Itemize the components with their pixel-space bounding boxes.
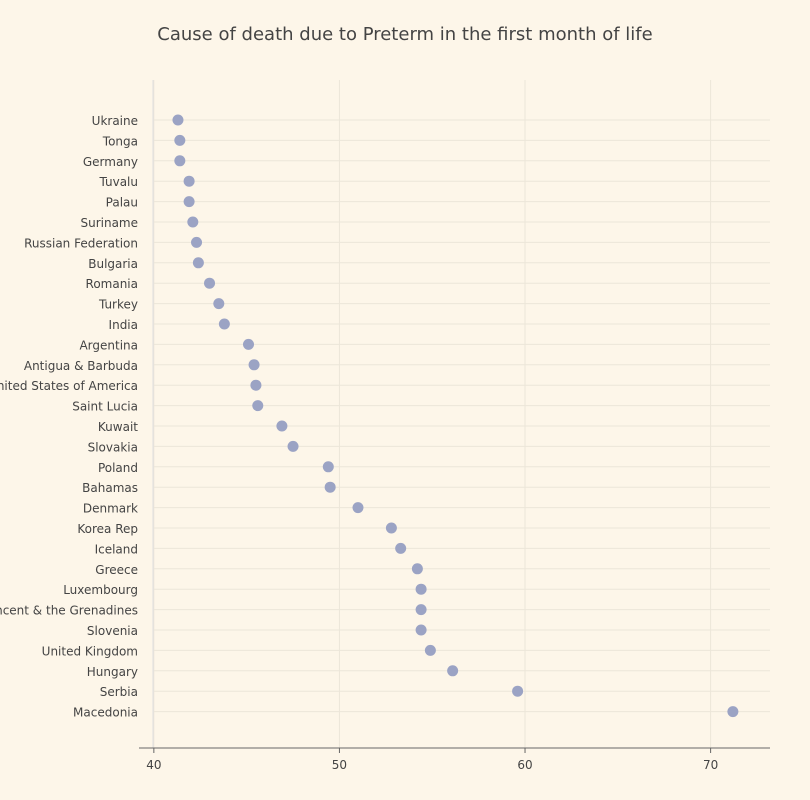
x-tick-label: 40 <box>146 758 161 772</box>
data-point <box>192 257 204 269</box>
data-point <box>174 155 186 167</box>
data-point <box>352 502 364 514</box>
data-point <box>322 461 334 473</box>
y-tick-label: Serbia <box>100 685 138 699</box>
data-point <box>172 114 184 126</box>
y-tick-label: Argentina <box>79 338 138 352</box>
y-tick-label: Kuwait <box>98 420 138 434</box>
x-tick-labels: 40 50 60 70 <box>146 748 718 772</box>
y-tick-label: Bahamas <box>82 481 138 495</box>
data-point <box>287 440 299 452</box>
data-point <box>174 134 186 146</box>
y-tick-labels: Ukraine Tonga Germany Tuvalu Palau Suriname Ru… <box>0 114 138 720</box>
data-point <box>385 522 397 534</box>
data-point <box>204 277 216 289</box>
y-tick-label: Ukraine <box>92 114 138 128</box>
y-tick-label: Luxembourg <box>63 583 138 597</box>
data-point <box>252 400 264 412</box>
data-point <box>250 379 262 391</box>
y-tick-label: Bulgaria <box>88 257 138 271</box>
x-tick-label: 60 <box>517 758 532 772</box>
axes <box>139 80 770 749</box>
data-point <box>183 175 195 187</box>
data-point <box>415 624 427 636</box>
data-point <box>411 563 423 575</box>
y-tick-label: Antigua & Barbuda <box>24 359 138 373</box>
data-point <box>512 685 524 697</box>
data-point <box>727 706 739 718</box>
y-tick-label: Tonga <box>102 134 138 148</box>
y-tick-label: Slovenia <box>87 624 138 638</box>
y-tick-label: Iceland <box>95 542 138 556</box>
y-tick-label: Macedonia <box>73 706 138 720</box>
y-tick-label: Germany <box>83 155 138 169</box>
data-point <box>183 196 195 208</box>
y-tick-label: Saint Lucia <box>72 400 138 414</box>
data-points <box>172 114 739 718</box>
y-tick-label: United States of America <box>0 379 138 393</box>
data-point <box>395 542 407 554</box>
data-point <box>415 583 427 595</box>
y-tick-label: Turkey <box>98 298 138 312</box>
y-tick-label: Suriname <box>80 216 138 230</box>
data-point <box>242 338 254 350</box>
y-tick-label: Denmark <box>83 502 138 516</box>
data-point <box>276 420 288 432</box>
data-point <box>213 298 225 310</box>
data-point <box>191 236 203 248</box>
chart-title: Cause of death due to Preterm in the fir… <box>157 24 652 45</box>
x-tick-label: 50 <box>332 758 347 772</box>
y-tick-label: United Kingdom <box>42 644 138 658</box>
data-point <box>324 481 336 493</box>
y-tick-label: Hungary <box>87 665 138 679</box>
y-tick-label: Poland <box>98 461 138 475</box>
y-tick-label: India <box>109 318 138 332</box>
x-tick-label: 70 <box>703 758 718 772</box>
y-tick-label: Tuvalu <box>98 175 138 189</box>
data-point <box>187 216 199 228</box>
y-tick-label: Romania <box>86 277 138 291</box>
data-point <box>248 359 260 371</box>
data-point <box>415 604 427 616</box>
y-tick-label: Greece <box>95 563 138 577</box>
data-point <box>447 665 459 677</box>
y-tick-label: Slovakia <box>88 440 138 454</box>
y-tick-label: Korea Rep <box>77 522 138 536</box>
y-tick-label: Russian Federation <box>24 236 138 250</box>
data-point <box>218 318 230 330</box>
data-point <box>424 644 436 656</box>
y-tick-label: Palau <box>106 196 138 210</box>
grid <box>153 80 770 748</box>
y-tick-label: Saint Vincent & the Grenadines <box>0 604 138 618</box>
